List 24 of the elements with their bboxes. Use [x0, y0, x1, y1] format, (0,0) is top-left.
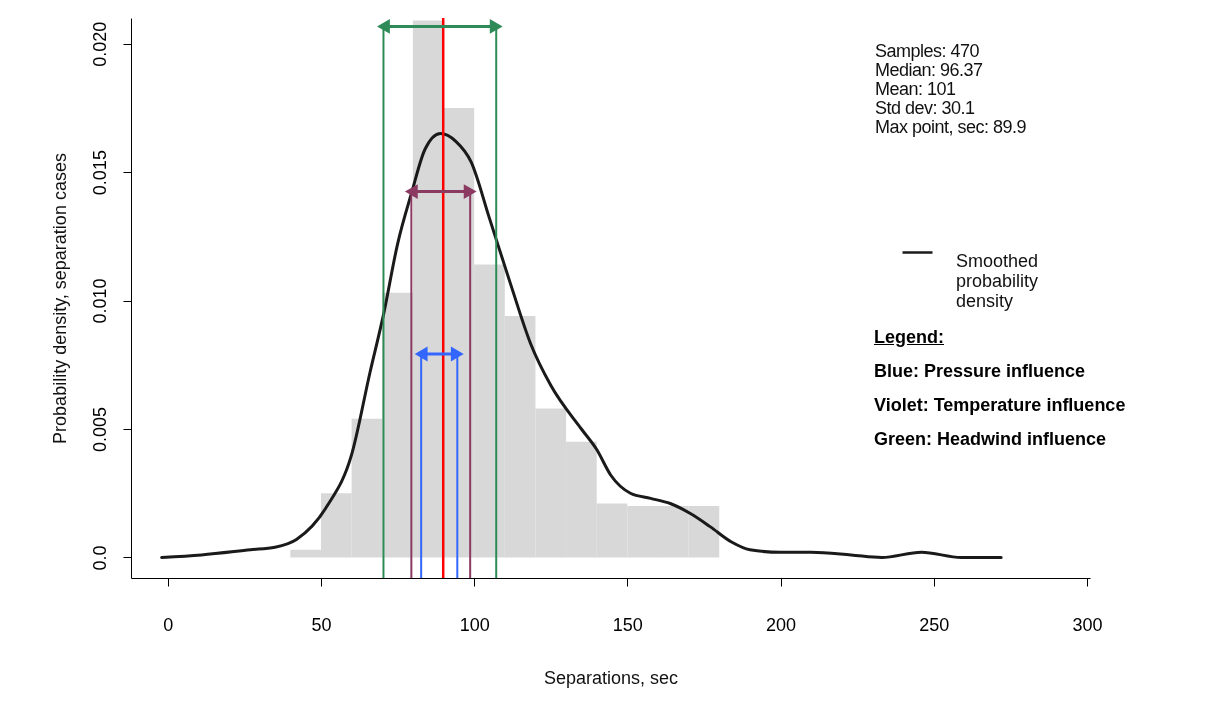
annotation: Violet: Temperature influence — [874, 394, 1126, 417]
y-tick-label: 0.015 — [89, 150, 110, 196]
y-tick-label: 0.020 — [89, 21, 110, 67]
legend-label: Smoothed probability density — [956, 250, 1039, 311]
y-axis-title: Probability density, separation cases — [49, 153, 70, 444]
x-tick-label: 250 — [919, 614, 950, 635]
x-tick-label: 200 — [766, 614, 797, 635]
annotation: Max point, sec: 89.9 — [875, 117, 1027, 137]
x-tick-label: 300 — [1072, 614, 1103, 635]
x-tick-label: 50 — [311, 614, 332, 635]
annotation: Green: Headwind influence — [874, 428, 1108, 451]
y-tick-label: 0.010 — [89, 278, 110, 324]
y-tick-label: 0.0 — [89, 545, 110, 571]
annotation: Median: 96.37 — [875, 60, 984, 80]
annotation: Std dev: 30.1 — [875, 98, 976, 118]
y-tick-label: 0.005 — [89, 406, 110, 453]
x-tick-label: 100 — [459, 614, 490, 635]
annotation: Legend: — [874, 326, 945, 349]
annotation: Mean: 101 — [875, 79, 957, 99]
x-tick-label: 0 — [163, 614, 174, 635]
x-axis-title: Separations, sec — [543, 667, 679, 688]
x-tick-label: 150 — [612, 614, 643, 635]
annotation: Samples: 470 — [875, 41, 981, 61]
annotation: Blue: Pressure influence — [874, 360, 1087, 383]
